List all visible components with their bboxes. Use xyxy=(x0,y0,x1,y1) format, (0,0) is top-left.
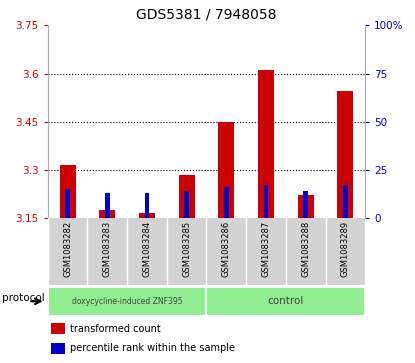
Bar xyxy=(105,193,110,218)
Bar xyxy=(144,193,149,218)
Bar xyxy=(337,91,353,218)
Bar xyxy=(60,165,76,218)
Bar xyxy=(303,191,308,218)
Text: doxycycline-induced ZNF395: doxycycline-induced ZNF395 xyxy=(72,297,183,306)
Bar xyxy=(343,185,348,218)
Text: GSM1083285: GSM1083285 xyxy=(182,221,191,277)
Bar xyxy=(184,191,189,218)
Text: GSM1083288: GSM1083288 xyxy=(301,221,310,277)
Bar xyxy=(48,287,207,316)
Text: GSM1083283: GSM1083283 xyxy=(103,221,112,277)
Text: GSM1083286: GSM1083286 xyxy=(222,221,231,277)
Bar xyxy=(139,213,155,218)
Text: GSM1083284: GSM1083284 xyxy=(142,221,151,277)
Bar xyxy=(99,210,115,218)
Bar xyxy=(207,287,365,316)
Bar xyxy=(264,185,269,218)
Text: GSM1083282: GSM1083282 xyxy=(63,221,72,277)
Bar xyxy=(258,70,274,218)
Text: control: control xyxy=(268,296,304,306)
Title: GDS5381 / 7948058: GDS5381 / 7948058 xyxy=(136,8,277,21)
Text: protocol: protocol xyxy=(2,293,45,303)
Bar xyxy=(224,187,229,218)
Bar xyxy=(298,195,314,218)
Text: GSM1083289: GSM1083289 xyxy=(341,221,350,277)
Text: transformed count: transformed count xyxy=(70,323,161,334)
Bar xyxy=(179,175,195,218)
Bar xyxy=(51,343,65,354)
Bar xyxy=(218,122,234,218)
Bar xyxy=(65,189,70,218)
Text: percentile rank within the sample: percentile rank within the sample xyxy=(70,343,235,354)
Text: GSM1083287: GSM1083287 xyxy=(261,221,271,277)
Bar xyxy=(51,323,65,334)
